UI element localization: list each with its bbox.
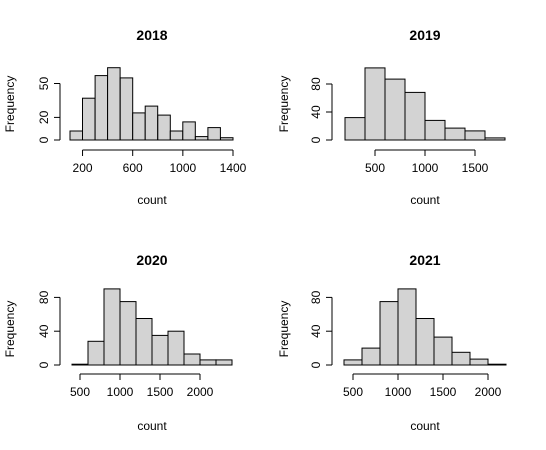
chart-title-2019: 2019 [409,27,440,43]
y-axis-label-2021: Frequency [277,301,291,358]
y-axis-2018: 0 20 50 [37,77,61,143]
x-tick-label: 1000 [169,161,196,175]
y-tick-label: 0 [37,136,51,143]
x-tick-label: 1500 [430,385,457,399]
x-tick-label: 1000 [107,385,134,399]
y-axis-label-2020: Frequency [3,301,17,358]
histogram-bar [364,67,386,141]
y-tick-label: 20 [37,110,51,124]
panel-2021: 2021 Frequency count 500 1000 1500 2000 0 40… [277,252,507,433]
histogram-bar [157,114,171,141]
bars-2019 [344,67,506,141]
x-axis-2020: 500 1000 1500 2000 [70,373,214,399]
histogram-bar [103,288,121,366]
histogram-bar [469,358,489,366]
y-axis-label-2019: Frequency [277,76,291,133]
y-tick-label: 0 [309,361,323,368]
histogram-bar [487,363,507,366]
histogram-bar [464,130,486,141]
histogram-bar [424,119,446,141]
y-tick-label: 80 [37,290,51,304]
x-tick-label: 200 [73,161,93,175]
panel-2019: 2019 Frequency count 500 1000 1500 0 40 80 [277,27,506,207]
histogram-bar [135,318,153,366]
histogram-bar [397,288,417,366]
y-axis-2021: 0 40 80 [309,290,333,368]
histogram-bar [433,336,453,366]
x-axis-label-2020: count [137,419,167,433]
histogram-bar [444,127,466,141]
panel-2020: 2020 Frequency count 500 1000 1500 2000 0 40… [3,252,233,433]
histogram-bar [132,112,146,141]
histogram-bar [151,334,169,366]
chart-title-2020: 2020 [136,252,167,268]
x-axis-label-2018: count [137,193,167,207]
x-tick-label: 500 [343,385,363,399]
panel-2018: 2018 Frequency count 200 600 1000 1400 0 20 5… [3,27,247,207]
x-axis-2018: 200 600 1000 1400 [73,149,247,175]
histogram-bar [379,301,399,366]
histogram-bar [94,75,109,141]
histogram-bar [182,121,196,141]
x-tick-label: 1000 [412,161,439,175]
histogram-bar [183,353,201,366]
histogram-bar [69,130,83,141]
bars-2018 [69,67,234,141]
x-tick-label: 500 [70,385,90,399]
histogram-bar [451,351,471,366]
histogram-bar [169,130,184,141]
histogram-bar [82,97,96,141]
histogram-bar [404,91,426,141]
bars-2020 [71,288,233,366]
x-axis-label-2019: count [410,193,440,207]
histogram-bar [415,318,435,366]
x-tick-label: 500 [365,161,385,175]
histogram-bar [344,117,366,141]
histogram-bar [119,301,137,366]
y-tick-label: 50 [37,77,51,91]
bars-2021 [343,288,507,366]
histogram-bar [87,340,105,366]
histogram-bar [484,137,506,141]
chart-title-2018: 2018 [136,27,167,43]
histogram-bar [194,136,209,141]
y-tick-label: 80 [309,77,323,91]
histogram-bar [215,359,233,366]
x-tick-label: 1500 [462,161,489,175]
histogram-bar [199,359,217,366]
y-axis-2019: 0 40 80 [309,77,333,143]
y-tick-label: 40 [309,324,323,338]
chart-title-2021: 2021 [409,252,440,268]
x-tick-label: 2000 [475,385,502,399]
x-tick-label: 600 [123,161,143,175]
histogram-bar [144,105,159,141]
x-axis-2021: 500 1000 1500 2000 [343,373,502,399]
histogram-bar [343,359,363,366]
x-tick-label: 1500 [147,385,174,399]
histogram-bar [361,347,381,366]
y-axis-2020: 0 40 80 [37,290,61,368]
histogram-bar [384,78,406,141]
x-tick-label: 1000 [385,385,412,399]
x-tick-label: 2000 [187,385,214,399]
histogram-bar [220,137,234,141]
histogram-bar [107,67,121,141]
histogram-bar [167,330,185,366]
x-axis-2019: 500 1000 1500 [365,149,489,175]
y-tick-label: 0 [309,136,323,143]
y-axis-label-2018: Frequency [3,76,17,133]
histogram-bar [71,363,89,366]
y-tick-label: 0 [37,361,51,368]
y-tick-label: 80 [309,290,323,304]
histogram-bar [119,77,134,141]
histogram-bar [207,127,221,141]
x-tick-label: 1400 [220,161,247,175]
y-tick-label: 40 [309,105,323,119]
x-axis-label-2021: count [410,419,440,433]
y-tick-label: 40 [37,324,51,338]
